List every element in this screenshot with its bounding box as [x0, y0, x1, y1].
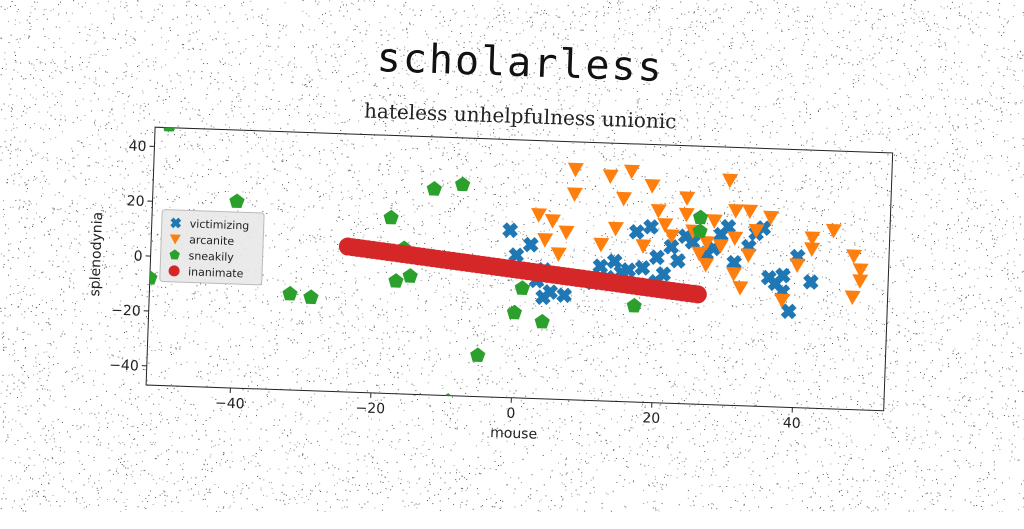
- y-tick-label: 40: [128, 138, 146, 155]
- series-sneakily-point: [303, 289, 319, 304]
- series-arcanite-point: [602, 169, 618, 184]
- legend-label-arcanite: arcanite: [189, 233, 235, 248]
- series-arcanite-point: [616, 192, 632, 207]
- series-arcanite-point: [725, 267, 741, 282]
- y-tick-label: 0: [133, 249, 142, 265]
- y-tick-label: −40: [109, 358, 139, 375]
- legend-label-sneakily: sneakily: [188, 249, 234, 264]
- series-arcanite-point: [678, 208, 694, 223]
- series-arcanite-point: [607, 222, 623, 237]
- series-sneakily-point: [470, 347, 486, 362]
- series-arcanite-point: [722, 174, 738, 189]
- series-sneakily-point: [426, 181, 442, 196]
- x-axis-label: mouse: [490, 425, 538, 443]
- series-arcanite-point: [544, 214, 560, 229]
- series-sneakily-point: [455, 176, 471, 191]
- series-arcanite-point: [846, 249, 862, 264]
- series-arcanite-point: [567, 163, 583, 178]
- x-tick-label: 20: [642, 410, 660, 427]
- chart-figure: scholarless hateless unhelpfulness union…: [0, 0, 1024, 512]
- series-arcanite-point: [644, 179, 660, 194]
- series-sneakily-point: [388, 273, 404, 288]
- series-sneakily-point: [626, 298, 642, 313]
- series-arcanite-point: [727, 231, 743, 246]
- series-arcanite-point: [732, 281, 748, 296]
- series-arcanite-point: [742, 204, 758, 219]
- series-arcanite-point: [698, 258, 714, 273]
- series-arcanite-point: [635, 239, 651, 254]
- y-tick-label: 20: [126, 193, 144, 210]
- x-tick-label: 0: [506, 406, 515, 422]
- series-arcanite-point: [624, 165, 640, 180]
- x-tick-label: −20: [355, 400, 385, 417]
- series-arcanite-point: [728, 204, 744, 219]
- series-arcanite-point: [804, 242, 820, 257]
- series-sneakily-point: [161, 117, 177, 132]
- series-sneakily-point: [383, 210, 399, 225]
- legend-label-victimizing: victimizing: [190, 217, 250, 232]
- series-arcanite-point: [825, 224, 841, 239]
- series-arcanite-point: [550, 247, 566, 262]
- series-arcanite-point: [740, 248, 756, 263]
- series-arcanite-point: [852, 274, 868, 289]
- series-victimizing-point: [667, 249, 690, 272]
- y-tick-label: −20: [111, 303, 141, 320]
- series-arcanite-point: [789, 258, 805, 273]
- series-sneakily-point: [514, 280, 530, 295]
- legend-label-inanimate: inanimate: [188, 265, 244, 280]
- series-arcanite-point: [537, 233, 553, 248]
- series-arcanite-point: [558, 225, 574, 240]
- series-sneakily-point: [693, 209, 709, 224]
- series-sneakily-point: [229, 193, 245, 208]
- series-victimizing-point: [799, 271, 822, 294]
- series-arcanite-point: [566, 187, 582, 202]
- series-arcanite-point: [679, 191, 695, 206]
- series-sneakily-point: [402, 268, 418, 283]
- y-axis-label: splenodynia: [87, 212, 106, 297]
- series-sneakily-point: [282, 286, 298, 301]
- series-sneakily-point: [534, 314, 550, 329]
- series-arcanite-point: [650, 204, 666, 219]
- series-victimizing-point: [499, 219, 522, 242]
- x-tick-label: −40: [215, 395, 245, 412]
- series-sneakily-point: [507, 304, 523, 319]
- series-arcanite-point: [531, 208, 547, 223]
- series-arcanite-point: [844, 290, 860, 305]
- x-tick-label: 40: [783, 415, 801, 432]
- series-arcanite-point: [593, 238, 609, 253]
- series-arcanite-point: [706, 214, 722, 229]
